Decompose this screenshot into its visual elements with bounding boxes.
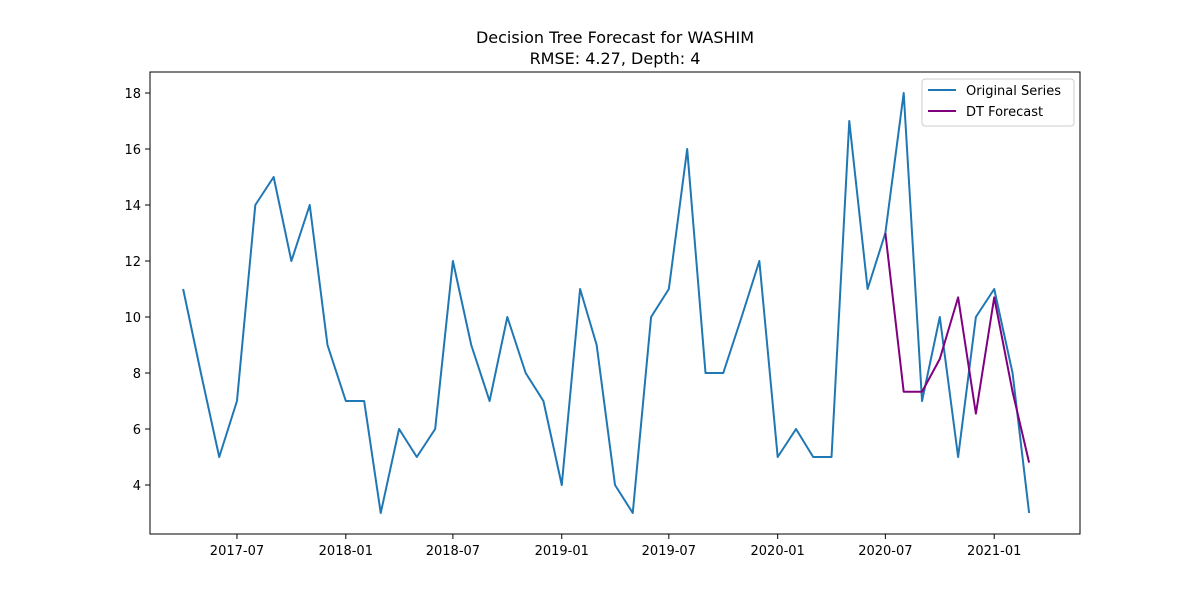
x-axis: 2017-07 2018-01 2018-07 2019-01 2019-07 2020-… (210, 534, 1021, 559)
x-tick-label: 2020-07 (858, 544, 912, 559)
x-tick-label: 2018-01 (319, 544, 373, 559)
chart-subtitle: RMSE: 4.27, Depth: 4 (530, 49, 701, 68)
y-tick-label: 16 (124, 143, 141, 158)
y-tick-label: 6 (133, 423, 141, 438)
x-tick-label: 2021-01 (967, 544, 1021, 559)
series-line-dt-forecast (884, 232, 1031, 463)
y-tick-label: 18 (124, 87, 141, 102)
y-tick-label: 4 (133, 479, 141, 494)
y-tick-label: 10 (124, 311, 141, 326)
legend-label-dt-forecast: DT Forecast (966, 105, 1043, 120)
y-axis: 4 6 8 10 12 14 16 18 (124, 87, 150, 494)
y-tick-label: 12 (124, 255, 141, 270)
x-tick-label: 2020-01 (751, 544, 805, 559)
legend-label-original-series: Original Series (966, 84, 1061, 99)
legend: Original Series DT Forecast (921, 78, 1075, 127)
y-tick-label: 8 (133, 367, 141, 382)
y-tick-label: 14 (124, 199, 141, 214)
plot-frame (149, 71, 1081, 535)
x-tick-label: 2019-01 (535, 544, 589, 559)
chart-title: Decision Tree Forecast for WASHIM (476, 28, 754, 47)
x-tick-label: 2018-07 (426, 544, 480, 559)
series-layer (182, 92, 1031, 514)
x-tick-label: 2017-07 (210, 544, 264, 559)
series-line-original-series (182, 92, 1031, 514)
legend-box (921, 78, 1075, 127)
x-tick-label: 2019-07 (642, 544, 696, 559)
